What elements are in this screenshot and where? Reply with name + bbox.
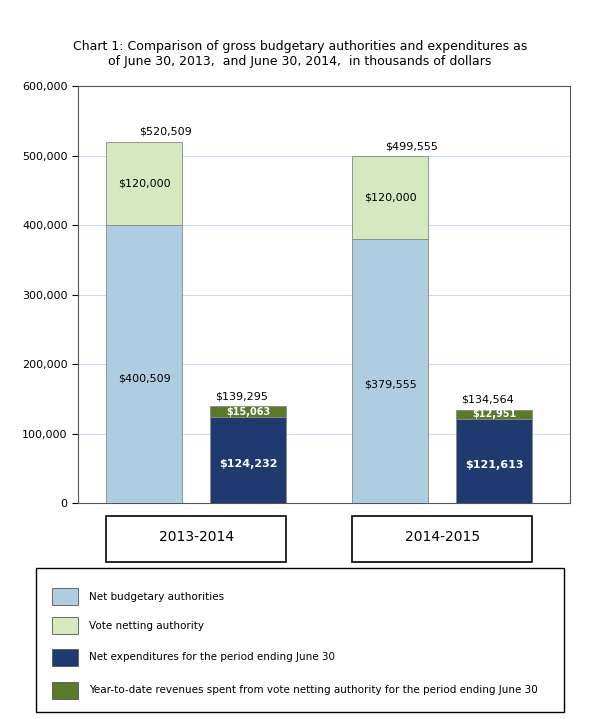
FancyBboxPatch shape — [52, 682, 78, 699]
Text: $134,564: $134,564 — [461, 395, 514, 405]
Bar — [106, 225, 182, 503]
Text: $379,555: $379,555 — [364, 380, 416, 390]
FancyBboxPatch shape — [106, 516, 286, 562]
FancyBboxPatch shape — [52, 617, 78, 634]
Bar — [106, 142, 182, 225]
FancyBboxPatch shape — [52, 649, 78, 666]
Text: 2013-2014: 2013-2014 — [159, 531, 234, 544]
Text: Net expenditures for the period ending June 30: Net expenditures for the period ending J… — [89, 652, 335, 662]
Text: Chart 1: Comparison of gross budgetary authorities and expenditures as
of June 3: Chart 1: Comparison of gross budgetary a… — [73, 40, 527, 68]
Bar — [211, 417, 286, 503]
Text: 2014-2015: 2014-2015 — [405, 531, 480, 544]
Text: $12,951: $12,951 — [472, 409, 517, 419]
Bar — [457, 410, 532, 418]
Bar — [352, 239, 428, 503]
Text: $499,555: $499,555 — [386, 141, 439, 151]
Bar — [211, 406, 286, 417]
Text: Vote netting authority: Vote netting authority — [89, 620, 204, 631]
Text: $120,000: $120,000 — [364, 193, 416, 203]
Bar — [352, 156, 428, 239]
Bar — [457, 418, 532, 503]
Text: $124,232: $124,232 — [219, 459, 278, 470]
Text: $120,000: $120,000 — [118, 178, 170, 188]
FancyBboxPatch shape — [352, 516, 532, 562]
Text: $400,509: $400,509 — [118, 373, 170, 383]
Text: Year-to-date revenues spent from vote netting authority for the period ending Ju: Year-to-date revenues spent from vote ne… — [89, 685, 538, 695]
Text: $139,295: $139,295 — [215, 392, 268, 402]
FancyBboxPatch shape — [52, 588, 78, 605]
Text: $15,063: $15,063 — [226, 407, 271, 417]
FancyBboxPatch shape — [36, 568, 564, 712]
Text: $121,613: $121,613 — [465, 460, 524, 470]
Text: Net budgetary authorities: Net budgetary authorities — [89, 592, 224, 602]
Text: $520,509: $520,509 — [139, 127, 192, 137]
